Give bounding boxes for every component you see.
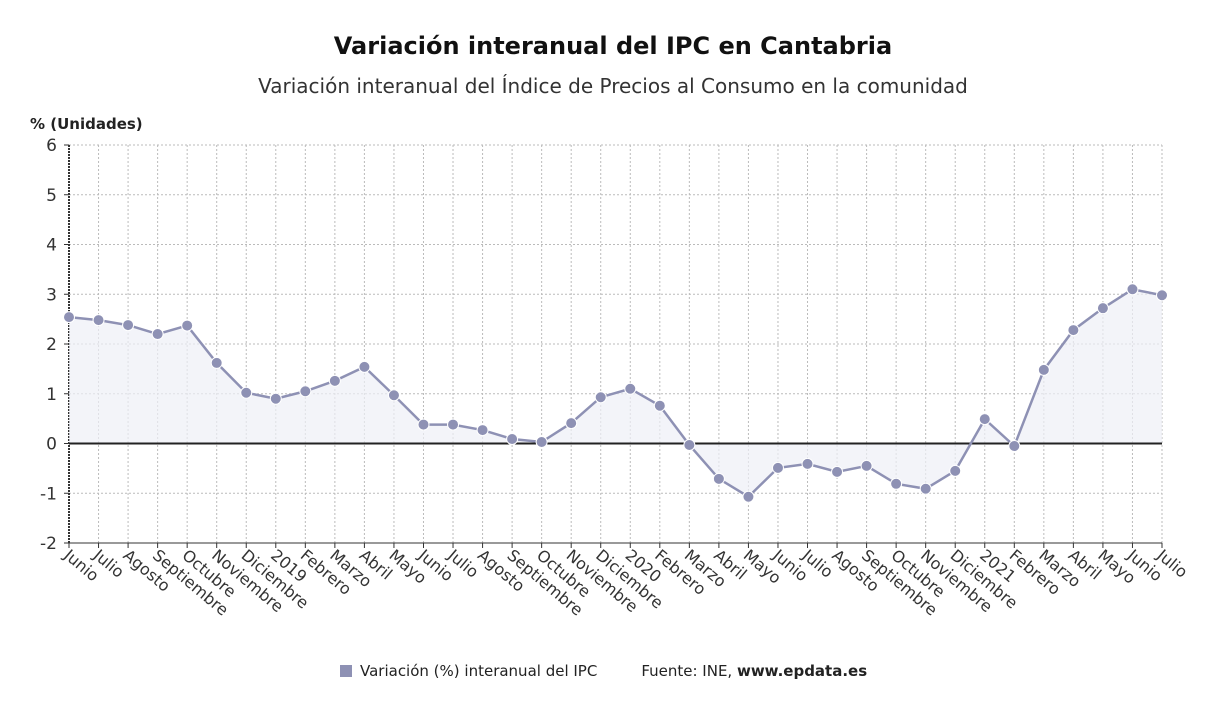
data-point	[535, 436, 548, 449]
chart-title: Variación interanual del IPC en Cantabri…	[333, 32, 893, 60]
data-point	[417, 418, 430, 431]
data-point	[387, 389, 400, 402]
data-point	[299, 385, 312, 398]
source-prefix: Fuente: INE,	[641, 662, 737, 680]
y-tick-label: 4	[46, 236, 57, 256]
data-point	[771, 461, 784, 474]
data-point	[978, 413, 991, 426]
data-point	[447, 418, 460, 431]
data-point	[1096, 302, 1109, 315]
data-point	[92, 314, 105, 327]
source-site: www.epdata.es	[736, 662, 868, 680]
data-point	[476, 424, 489, 437]
data-point	[683, 438, 696, 451]
y-tick-label: 6	[46, 136, 57, 156]
data-point	[240, 386, 253, 399]
data-point	[890, 477, 903, 490]
data-point	[1008, 439, 1021, 452]
data-point	[1126, 283, 1139, 296]
y-tick-label: -2	[40, 534, 57, 554]
data-point	[506, 433, 519, 446]
data-point	[949, 464, 962, 477]
data-point	[1037, 363, 1050, 376]
y-tick-label: 3	[46, 285, 57, 305]
data-point	[831, 465, 844, 478]
y-tick-label: -1	[40, 484, 57, 504]
y-tick-label: 1	[46, 385, 57, 405]
data-point	[1156, 289, 1168, 302]
data-point	[594, 391, 607, 404]
data-point	[1067, 324, 1080, 337]
y-axis-label: % (Unidades)	[30, 115, 143, 133]
data-point	[151, 328, 164, 341]
data-point	[653, 399, 666, 412]
legend-swatch	[340, 665, 352, 677]
data-point	[624, 382, 637, 395]
data-point	[860, 459, 873, 472]
data-point	[565, 417, 578, 430]
y-tick-label: 5	[46, 186, 57, 206]
data-point	[919, 482, 932, 495]
y-tick-label: 0	[46, 435, 57, 455]
data-point	[210, 356, 223, 369]
legend-label: Variación (%) interanual del IPC	[360, 662, 598, 680]
data-point	[269, 392, 282, 405]
data-point	[801, 457, 814, 470]
data-point	[122, 319, 135, 332]
source-text: Fuente: INE, www.epdata.es	[641, 662, 867, 680]
legend: Variación (%) interanual del IPC Fuente:…	[340, 662, 867, 680]
chart-subtitle: Variación interanual del Índice de Preci…	[258, 74, 968, 98]
data-point	[712, 472, 725, 485]
data-point	[742, 490, 755, 503]
data-point	[63, 311, 75, 324]
y-tick-label: 2	[46, 335, 57, 355]
data-point	[358, 360, 371, 373]
data-point	[181, 319, 194, 332]
data-point	[328, 374, 341, 387]
